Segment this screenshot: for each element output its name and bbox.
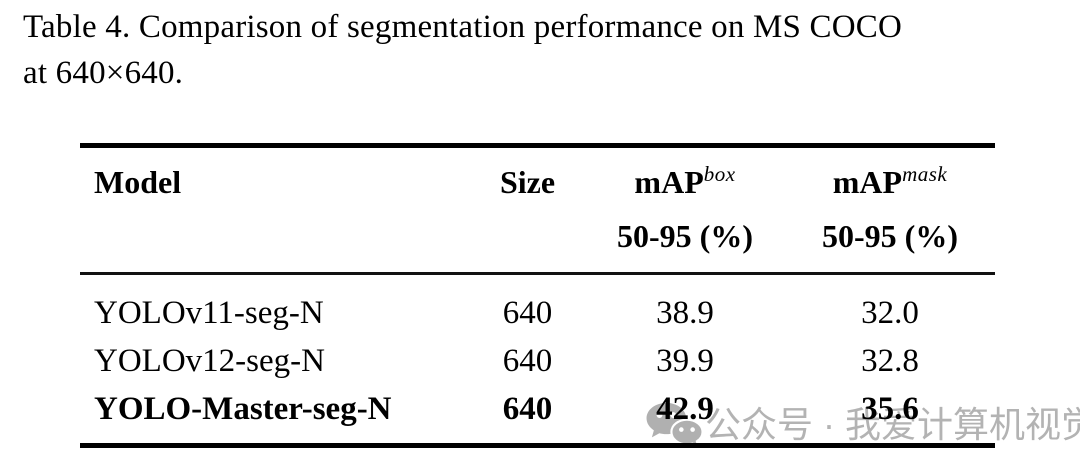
cell-model: YOLO-Master-seg-N [94,391,392,427]
table-header-row: Model Size mAPbox 50-95 (%) mAPmask 50-9… [80,148,995,272]
col-header-map-box-title: mAPbox [585,157,785,211]
col-header-model: Model [80,157,470,261]
table-row: YOLOv12-seg-N 640 39.9 32.8 [80,337,995,385]
table-body: YOLOv11-seg-N 640 38.9 32.0 YOLOv12-seg-… [80,275,995,443]
col-header-map-mask-title: mAPmask [785,157,995,211]
table-caption: Table 4. Comparison of segmentation perf… [23,4,902,96]
cell-map-box: 38.9 [656,295,714,331]
col-header-size: Size [470,157,585,261]
col-header-map-box: mAPbox 50-95 (%) [585,157,785,261]
cell-size: 640 [502,295,553,331]
table-rule-bottom [80,443,995,448]
map-mask-base: mAP [832,164,903,200]
caption-line-2: at 640×640. [23,55,184,91]
cell-size: 640 [502,391,553,427]
caption-line-1: Table 4. Comparison of segmentation perf… [23,9,903,45]
table-rule-top [80,143,995,148]
watermark: 公众号 · 我爱计算机视觉 [645,400,1080,450]
results-table: Model Size mAPbox 50-95 (%) mAPmask 50-9… [80,143,995,448]
watermark-text: 公众号 · 我爱计算机视觉 [705,404,1080,445]
cell-map-mask: 35.6 [861,391,919,427]
col-header-size-label: Size [499,164,556,200]
cell-map-box: 39.9 [656,343,714,379]
cell-model: YOLOv12-seg-N [94,343,325,379]
cell-model: YOLOv11-seg-N [94,295,324,331]
cell-map-mask: 32.8 [861,343,919,379]
map-mask-superscript: mask [902,162,948,186]
col-header-model-label: Model [94,164,182,200]
col-header-map-mask: mAPmask 50-95 (%) [785,157,995,261]
wechat-icon [646,402,703,449]
table-row-highlighted: YOLO-Master-seg-N 640 42.9 35.6 [80,385,995,433]
cell-map-box: 42.9 [656,391,714,427]
col-header-map-box-range: 50-95 (%) [617,218,753,254]
map-box-superscript: box [703,162,736,186]
map-box-base: mAP [634,164,704,200]
cell-map-mask: 32.0 [861,295,919,331]
table-rule-mid [80,272,995,275]
col-header-map-mask-range: 50-95 (%) [822,218,958,254]
cell-size: 640 [502,343,553,379]
table-row: YOLOv11-seg-N 640 38.9 32.0 [80,289,995,337]
